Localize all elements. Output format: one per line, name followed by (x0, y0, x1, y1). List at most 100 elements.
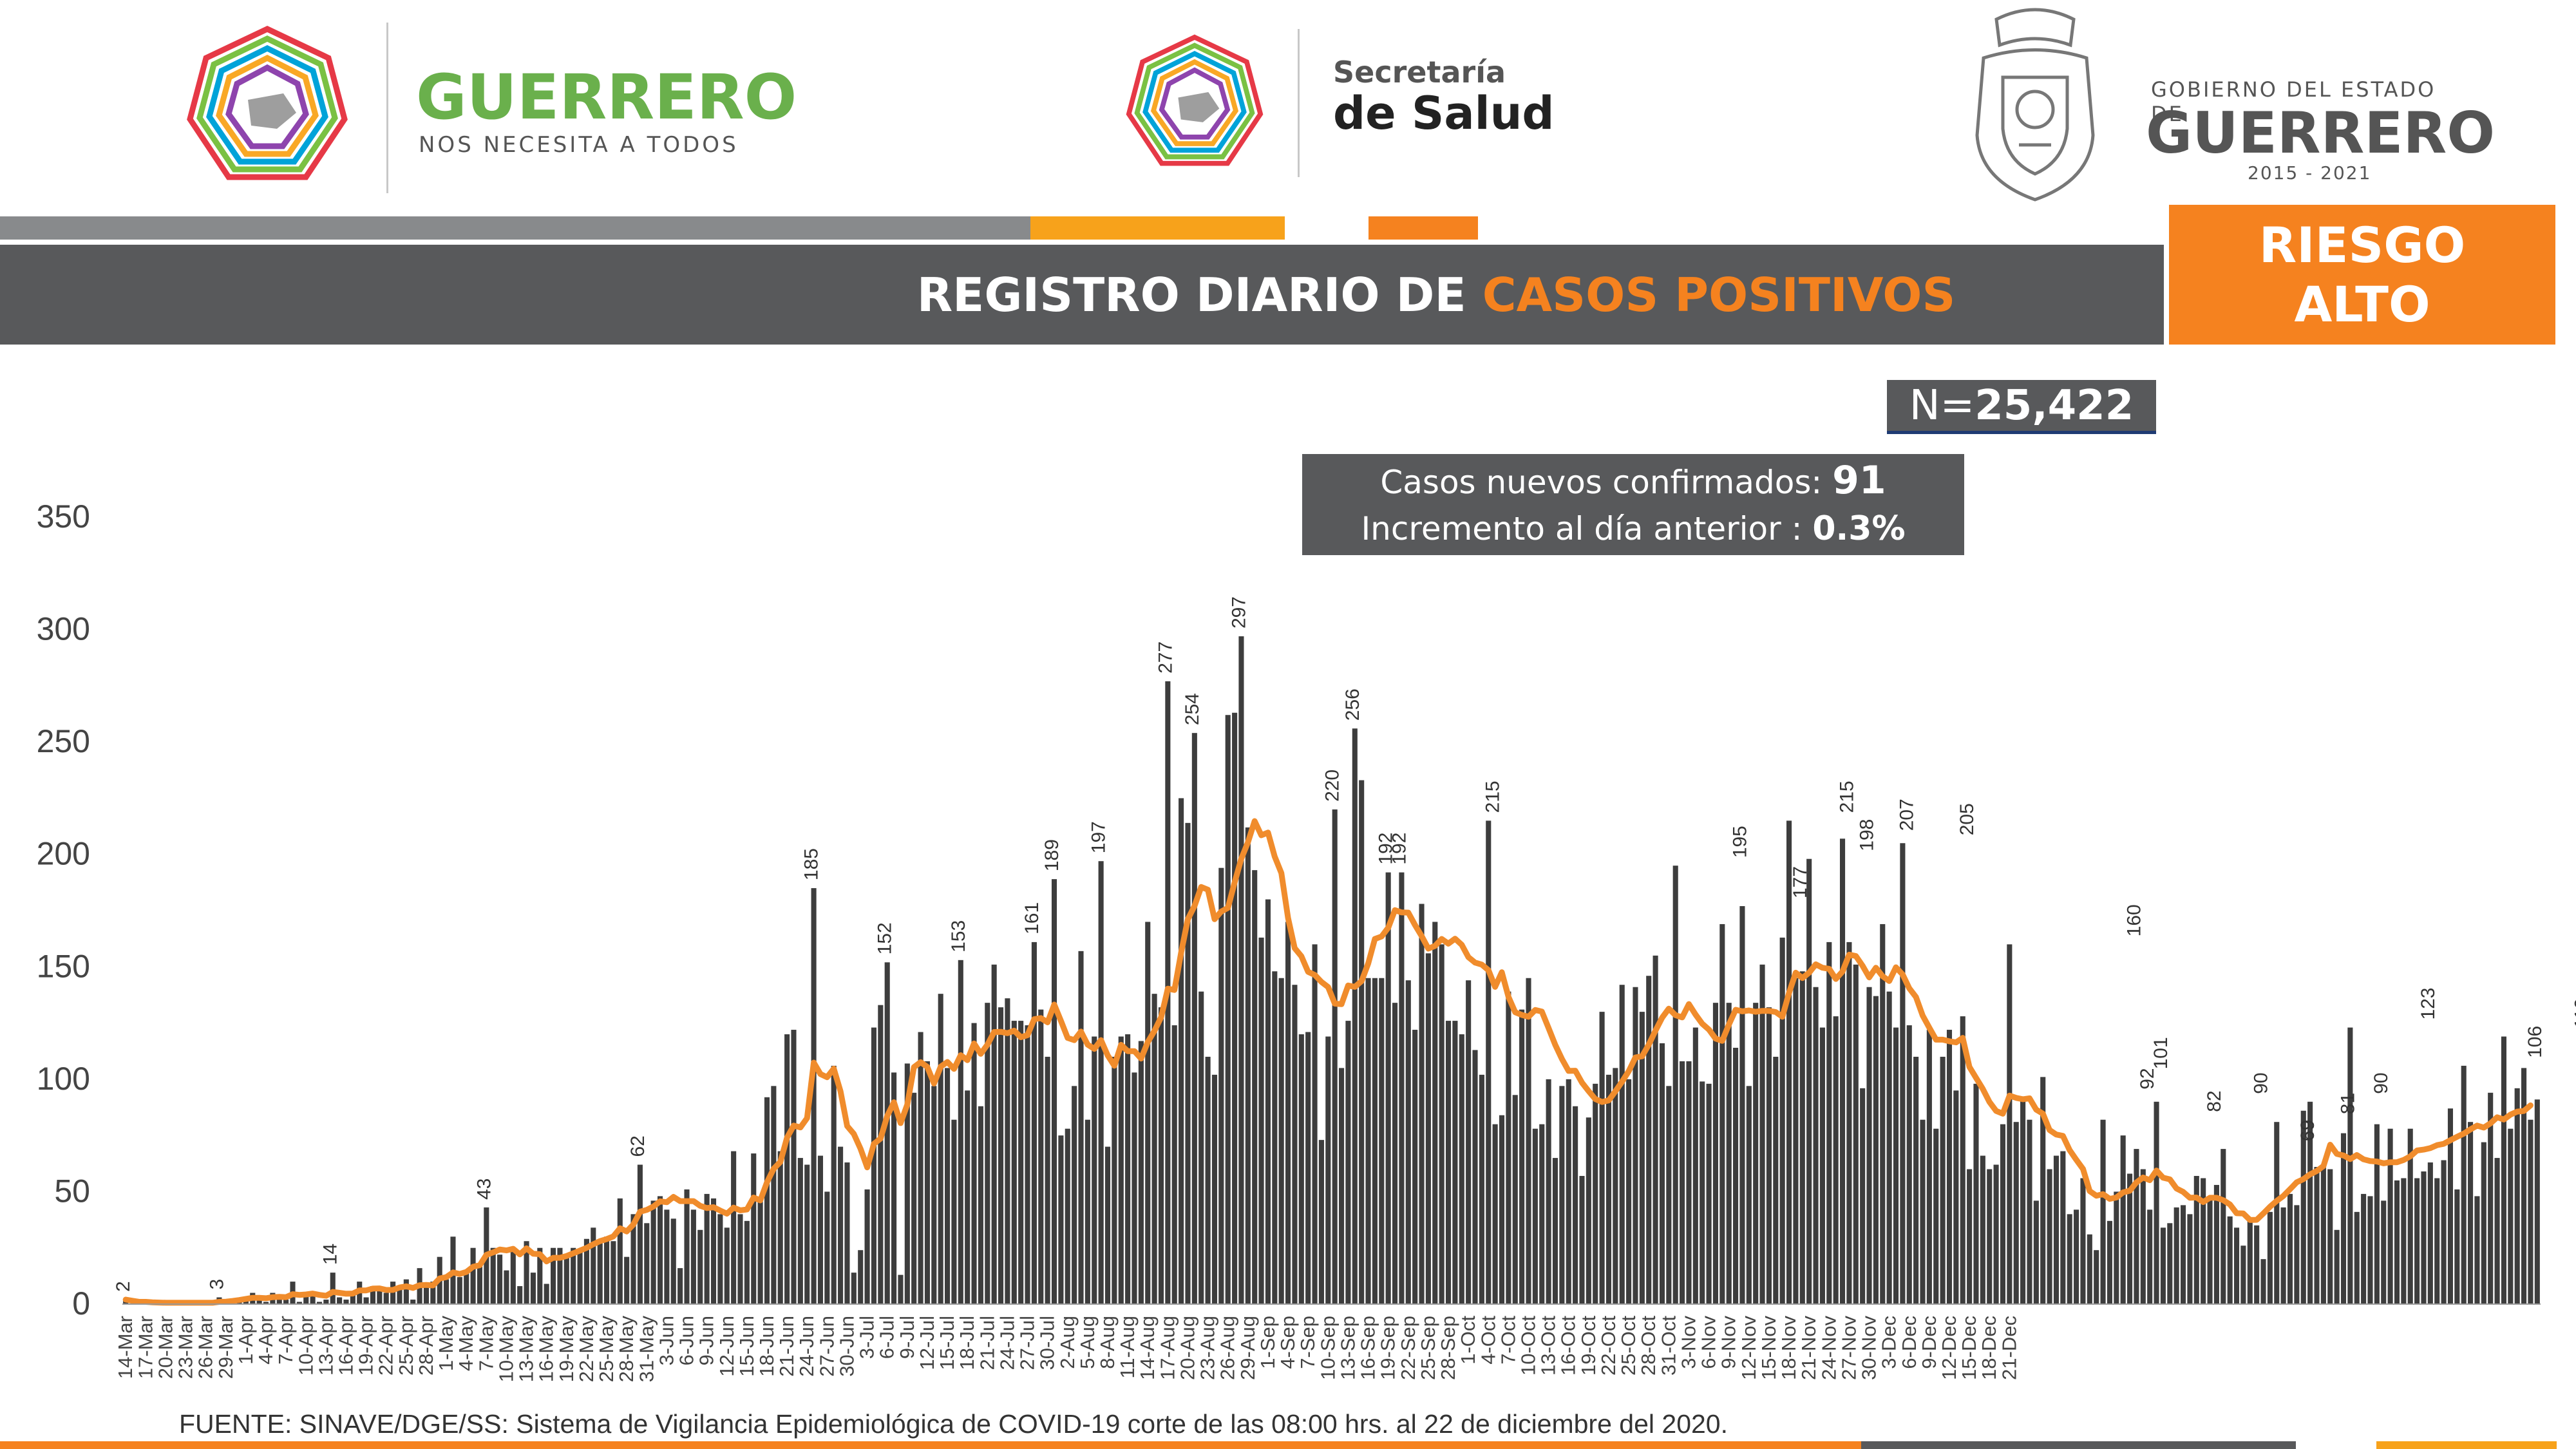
bar (1893, 1027, 1899, 1304)
bar (1025, 1025, 1030, 1304)
bar-labels: 2 3 14 43 62 185 152 153 161 189 197 277 254 297 220 25… (113, 596, 2576, 1292)
bar-value-label: 297 (1228, 596, 1249, 629)
bar (1739, 906, 1745, 1304)
bar (1379, 978, 1385, 1304)
bar (1700, 1081, 1705, 1304)
bar (898, 1274, 904, 1304)
bar (777, 1151, 783, 1304)
bar (2107, 1220, 2112, 1304)
bar (1312, 944, 1318, 1304)
bar-value-label: 90 (2371, 1072, 2392, 1094)
bar (617, 1198, 623, 1304)
x-tick-label: 21-Dec (1998, 1316, 2020, 1380)
x-tick-label: 16-Apr (334, 1316, 357, 1376)
bar (951, 1119, 957, 1304)
bar (1873, 996, 1879, 1304)
bar (2134, 1149, 2139, 1304)
x-tick-label: 7-Sep (1296, 1316, 1319, 1369)
bar (430, 1282, 436, 1304)
bar (858, 1250, 864, 1304)
bar (771, 1086, 777, 1304)
bar (824, 1191, 830, 1304)
bar (1104, 1146, 1111, 1304)
bar (551, 1247, 556, 1304)
bar (611, 1241, 616, 1304)
risk-line2: ALTO (2294, 275, 2430, 333)
bar (1145, 922, 1151, 1304)
bar (2347, 1027, 2353, 1304)
bar (524, 1241, 529, 1304)
bar (1466, 980, 1472, 1304)
bar (1987, 1169, 1993, 1304)
bar-value-label: 185 (801, 848, 822, 880)
bar (1913, 1056, 1919, 1304)
bar-value-label: 2 (113, 1281, 134, 1292)
bar (1746, 1086, 1752, 1304)
bar (2274, 1122, 2280, 1304)
x-tick-label: 6-Jun (676, 1316, 698, 1366)
y-tick-label: 100 (37, 1061, 90, 1097)
bar (2320, 1167, 2326, 1304)
bar (1332, 809, 1338, 1304)
bar (1806, 858, 1812, 1304)
bar (577, 1252, 583, 1304)
x-tick-labels: 14-Mar17-Mar20-Mar23-Mar26-Mar29-Mar1-Ap… (114, 1316, 2020, 1383)
bar (2187, 1214, 2193, 1304)
x-tick-label: 1-Sep (1256, 1316, 1279, 1369)
bar (2434, 1178, 2440, 1304)
bar (757, 1198, 763, 1304)
bar (1392, 1003, 1398, 1304)
bar (2327, 1169, 2333, 1304)
bar (1933, 1128, 1939, 1304)
bar (1526, 978, 1531, 1304)
y-tick-label: 200 (37, 836, 90, 872)
bar (2213, 1184, 2219, 1304)
x-tick-label: 15-Jun (735, 1316, 758, 1377)
x-tick-label: 14-Aug (1136, 1316, 1159, 1380)
bar (1967, 1169, 1973, 1304)
bar (1151, 994, 1157, 1304)
x-tick-label: 16-Sep (1357, 1316, 1379, 1380)
bar (2501, 1036, 2506, 1304)
bar (323, 1300, 329, 1304)
bar (1345, 1021, 1351, 1304)
bar (1559, 1086, 1565, 1304)
bar (316, 1302, 323, 1304)
bar (564, 1255, 569, 1304)
x-tick-label: 9-Jul (896, 1316, 918, 1359)
bar (2401, 1178, 2407, 1304)
x-tick-label: 12-Jul (916, 1316, 938, 1370)
bar (2287, 1193, 2293, 1304)
bar (724, 1227, 730, 1304)
bar (2534, 1099, 2540, 1304)
bar (557, 1247, 563, 1304)
x-tick-label: 28-May (615, 1316, 638, 1383)
bar (918, 1032, 923, 1304)
bar (377, 1291, 383, 1304)
bar (1759, 964, 1765, 1304)
bar (2080, 1178, 2086, 1304)
bar (2167, 1223, 2173, 1304)
bar (276, 1297, 282, 1304)
bar (2174, 1207, 2179, 1304)
bar (1666, 1086, 1672, 1304)
bar (985, 1003, 990, 1304)
x-tick-label: 4-Oct (1477, 1316, 1499, 1365)
bar (1179, 798, 1184, 1304)
gobierno-brand: GOBIERNO DEL ESTADO DE GUERRERO 2015 - 2… (1945, 6, 2495, 213)
x-tick-label: 16-May (535, 1316, 558, 1383)
x-tick-label: 18-Jun (755, 1316, 778, 1377)
x-tick-label: 6-Nov (1698, 1316, 1720, 1369)
bar (851, 1273, 857, 1304)
bar (2094, 1250, 2099, 1304)
bar (1211, 1074, 1218, 1304)
new-cases-label: Casos nuevos confirmados: (1380, 464, 1833, 501)
bar (1846, 942, 1852, 1304)
bar (1258, 937, 1264, 1304)
bar (1158, 1007, 1164, 1304)
bar (1866, 987, 1872, 1304)
bar (544, 1283, 549, 1304)
bar (971, 1023, 977, 1304)
bar (2040, 1077, 2046, 1304)
bar (891, 1072, 897, 1304)
